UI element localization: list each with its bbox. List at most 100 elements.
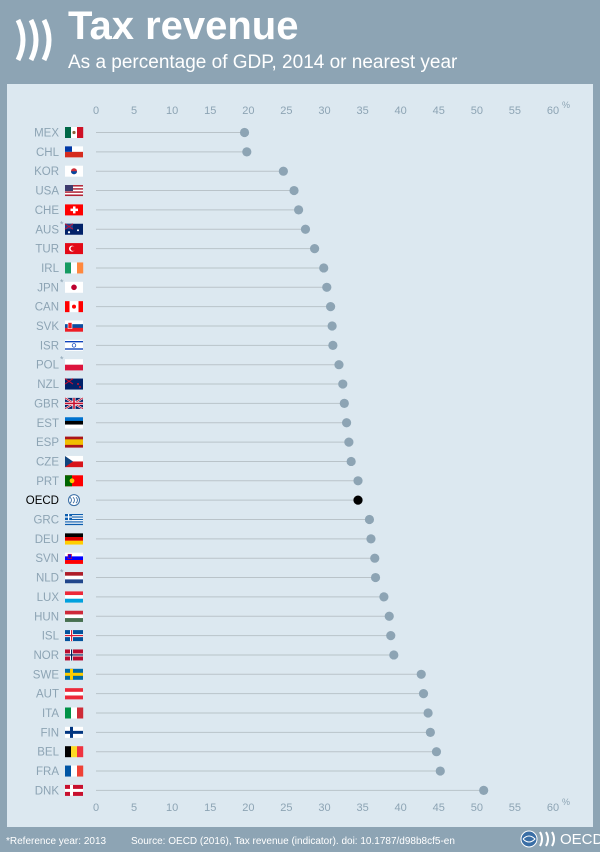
data-point (300, 224, 311, 234)
greece-flag (65, 514, 83, 516)
x-tick-label-bottom: 0 (93, 802, 99, 814)
data-point (341, 418, 352, 428)
data-point (242, 147, 252, 157)
australia-flag (64, 223, 74, 230)
oecd-stripes-small-icon (539, 831, 555, 847)
x-tick-label-top: 35 (356, 105, 368, 117)
ireland-flag (77, 262, 84, 274)
data-point (319, 263, 329, 273)
data-point (334, 360, 344, 370)
israel-flag (65, 339, 83, 351)
greece-flag (65, 522, 83, 524)
iceland-flag (65, 635, 83, 637)
new-zealand-flag (64, 378, 74, 385)
australia-flag (67, 231, 71, 234)
data-point (431, 747, 442, 757)
x-tick-label-bottom: 45 (433, 802, 445, 814)
data-point (309, 244, 320, 254)
x-unit-label-bottom: % (562, 797, 570, 807)
chile-flag (65, 146, 83, 152)
x-tick-label-top: 0 (93, 105, 99, 117)
country-label: CHL (36, 147, 60, 159)
data-point (435, 766, 445, 776)
ireland-flag (71, 262, 78, 274)
data-point (384, 611, 394, 621)
dot-plot: 0055101015152020252530303535404045455050… (26, 100, 570, 814)
data-point (423, 708, 433, 718)
hungary-flag (65, 610, 83, 615)
country-label: KOR (34, 166, 59, 178)
slovenia-flag (65, 552, 83, 557)
country-label: TUR (35, 244, 59, 256)
reference-asterisk: * (60, 219, 64, 229)
portugal-flag (65, 475, 72, 487)
france-flag (65, 765, 72, 777)
x-tick-label-bottom: 20 (242, 802, 254, 814)
x-tick-label-bottom: 50 (471, 802, 483, 814)
japan-flag (71, 284, 77, 291)
x-tick-label-bottom: 5 (131, 802, 137, 814)
israel-flag (65, 341, 83, 343)
x-tick-label-top: 5 (131, 105, 137, 117)
data-point (322, 282, 332, 292)
israel-flag (71, 343, 77, 348)
greece-flag (65, 518, 83, 521)
x-tick-label-top: 25 (280, 105, 292, 117)
hungary-flag (65, 614, 83, 619)
hungary-flag (65, 618, 83, 622)
x-unit-label-top: % (562, 100, 570, 110)
ireland-flag (65, 262, 72, 274)
chile-flag (65, 146, 72, 152)
page-subtitle: As a percentage of GDP, 2014 or nearest … (68, 52, 458, 73)
netherlands-flag (65, 575, 83, 580)
x-tick-label-top: 15 (204, 105, 216, 117)
data-point (338, 379, 348, 389)
netherlands-flag (65, 579, 83, 584)
country-label: DNK (35, 785, 60, 797)
slovakia-flag (65, 324, 83, 329)
x-tick-label-bottom: 60 (547, 802, 559, 814)
czech-flag (65, 455, 73, 467)
estonia-flag (65, 420, 83, 425)
country-label: JPN (37, 282, 59, 294)
luxembourg-flag (65, 591, 83, 596)
country-label: ITA (42, 708, 59, 720)
data-point (425, 727, 435, 737)
italy-flag (77, 707, 84, 719)
slovakia-flag (65, 327, 83, 332)
x-tick-label-top: 10 (166, 105, 178, 117)
austria-flag (65, 695, 83, 700)
israel-flag (65, 348, 83, 350)
luxembourg-flag (65, 595, 83, 599)
x-tick-label-bottom: 10 (166, 802, 178, 814)
country-label: POL (36, 360, 60, 372)
estonia-flag (65, 424, 83, 429)
netherlands-flag (65, 572, 83, 576)
data-point (418, 689, 429, 699)
data-point (353, 495, 363, 505)
data-point (294, 205, 304, 215)
country-label: SVK (36, 321, 59, 333)
switzerland-flag (70, 208, 78, 212)
country-label: AUS (35, 224, 59, 236)
chart-panel: 0 0 5 5 10 10 15 15 20 20 25 25 30 30 35 35 40 40 45 45 50 50… (7, 84, 593, 827)
korea-flag (71, 171, 77, 175)
header: Tax revenue As a percentage of GDP, 2014… (0, 0, 600, 84)
data-point (289, 185, 299, 196)
reference-year-note: *Reference year: 2013 (6, 836, 107, 847)
italy-flag (65, 707, 72, 719)
x-tick-label-top: 60 (547, 105, 559, 117)
germany-flag (65, 540, 83, 545)
greece-flag (65, 521, 83, 523)
greece-flag (65, 517, 83, 519)
usa-flag (65, 186, 83, 189)
usa-flag (65, 188, 83, 190)
denmark-flag (65, 788, 83, 792)
data-point (327, 321, 337, 331)
data-point (325, 302, 336, 312)
country-label: BEL (37, 747, 59, 759)
data-point (328, 340, 338, 350)
canada-flag (72, 304, 76, 309)
country-label: NZL (37, 379, 59, 391)
country-label: ESP (36, 437, 59, 449)
